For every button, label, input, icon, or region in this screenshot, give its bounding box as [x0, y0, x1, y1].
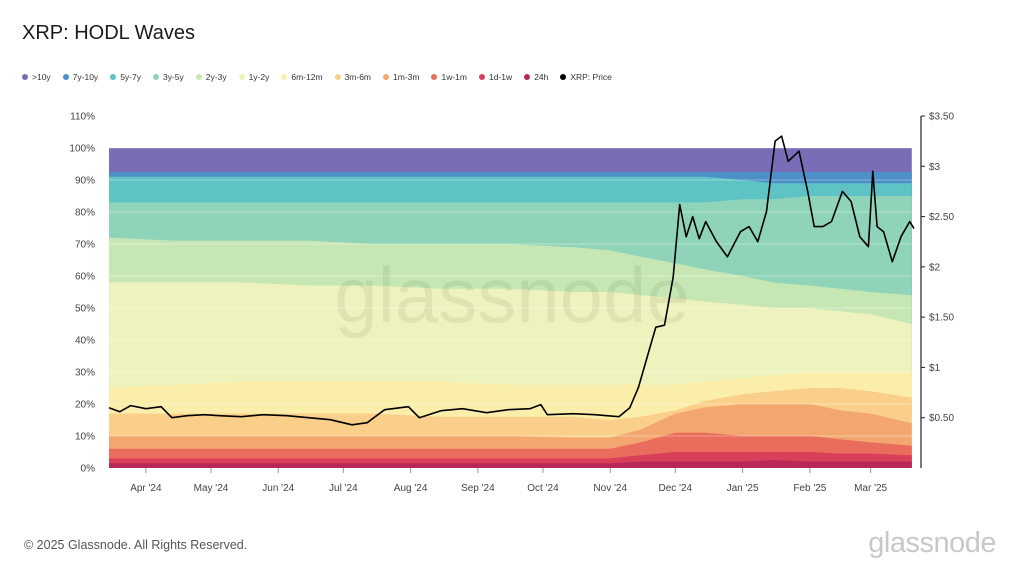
legend-label: 3m-6m — [344, 72, 372, 82]
left-axis-tick: 80% — [75, 208, 95, 219]
legend-item-gt10y[interactable]: >10y — [22, 72, 51, 82]
x-axis-tick: Jan '25 — [727, 483, 759, 494]
x-axis-tick: May '24 — [194, 483, 229, 494]
right-axis-tick: $2 — [929, 262, 941, 273]
left-axis-tick: 110% — [70, 112, 95, 123]
legend-swatch — [62, 74, 69, 80]
right-axis-tick: $3.50 — [929, 112, 954, 123]
legend-label: 2y-3y — [205, 72, 227, 82]
chart-title: XRP: HODL Waves — [22, 22, 195, 44]
legend-item-3y-5y[interactable]: 3y-5y — [152, 72, 184, 82]
legend-item-3m-6m[interactable]: 3m-6m — [334, 72, 372, 82]
right-axis-tick: $1 — [929, 363, 941, 374]
legend-swatch — [195, 74, 202, 80]
legend-label: 1m-3m — [393, 72, 420, 82]
x-axis-tick: Jul '24 — [329, 483, 358, 494]
left-axis-tick: 30% — [75, 368, 95, 379]
grid-layer — [109, 115, 914, 437]
legend-item-2y-3y[interactable]: 2y-3y — [195, 72, 227, 82]
legend-item-1y-2y[interactable]: 1y-2y — [238, 72, 270, 82]
x-axis-tick: Oct '24 — [527, 483, 559, 494]
legend-item-1m-3m[interactable]: 1m-3m — [383, 72, 419, 82]
legend-swatch — [560, 74, 567, 80]
left-axis-tick: 0% — [81, 464, 96, 475]
legend-label: 1y-2y — [248, 72, 270, 82]
right-axis-tick: $2.50 — [929, 212, 954, 223]
legend-swatch — [152, 74, 159, 80]
legend-item-7y-10y[interactable]: 7y-10y — [62, 72, 99, 82]
left-axis-tick: 50% — [75, 304, 95, 315]
x-axis-tick: Sep '24 — [461, 483, 495, 494]
legend-swatch — [110, 74, 117, 80]
x-axis-tick: Apr '24 — [130, 483, 162, 494]
glassnode-logo: glassnode — [868, 527, 996, 559]
legend-label: 24h — [534, 72, 549, 82]
price-line — [108, 135, 915, 426]
legend-swatch — [524, 74, 531, 80]
chart-legend: >10y 7y-10y 5y-7y 3y-5y 2y-3y 1y-2y 6m-12m 3m-6… — [22, 70, 624, 84]
legend-label: 5y-7y — [120, 72, 141, 82]
legend-item-xrp-price[interactable]: XRP: Price — [560, 72, 612, 82]
legend-swatch — [334, 74, 341, 80]
legend-swatch — [431, 74, 438, 80]
left-axis-tick: 20% — [75, 400, 95, 411]
left-axis-tick: 70% — [75, 240, 95, 251]
right-axis-tick: $3 — [929, 162, 941, 173]
band-24h — [109, 460, 912, 468]
legend-item-24h[interactable]: 24h — [524, 72, 548, 82]
legend-label: 6m-12m — [291, 72, 323, 82]
x-axis-tick: Dec '24 — [659, 483, 693, 494]
price-layer — [108, 135, 915, 426]
legend-swatch — [383, 74, 390, 80]
legend-swatch — [281, 74, 288, 80]
bands-layer — [109, 148, 912, 469]
legend-label: XRP: Price — [570, 72, 612, 82]
watermark: glassnode — [334, 251, 690, 339]
legend-label: 1w-1m — [441, 72, 467, 82]
x-axis-tick: Aug '24 — [394, 483, 428, 494]
left-axis-tick: 40% — [75, 336, 95, 347]
x-axis-tick: Nov '24 — [593, 483, 627, 494]
right-axis-tick: $1.50 — [929, 313, 954, 324]
legend-item-5y-7y[interactable]: 5y-7y — [110, 72, 141, 82]
x-axis-tick: Jun '24 — [262, 483, 294, 494]
legend-label: 1d-1w — [488, 72, 513, 82]
legend-item-6m-12m[interactable]: 6m-12m — [281, 72, 323, 82]
left-axis-tick: 100% — [69, 144, 95, 155]
axis-layer: 0% 10% 20% 30% 40% 50% 60% 70% 80% 90% 100% 110% $0.… — [69, 112, 954, 495]
left-axis-tick: 90% — [75, 176, 95, 187]
legend-label: 7y-10y — [72, 72, 99, 82]
legend-swatch — [478, 74, 485, 80]
x-axis-tick: Feb '25 — [793, 483, 826, 494]
left-axis-tick: 60% — [75, 272, 95, 283]
legend-item-1w-1m[interactable]: 1w-1m — [431, 72, 467, 82]
legend-swatch — [238, 74, 245, 80]
legend-item-1d-1w[interactable]: 1d-1w — [478, 72, 513, 82]
copyright-text: © 2025 Glassnode. All Rights Reserved. — [24, 538, 248, 552]
left-axis-tick: 10% — [75, 432, 95, 443]
right-axis-tick: $0.50 — [929, 413, 954, 424]
legend-label: 3y-5y — [162, 72, 184, 82]
legend-label: >10y — [32, 72, 51, 82]
legend-swatch — [22, 74, 28, 80]
x-axis-tick: Mar '25 — [854, 483, 887, 494]
